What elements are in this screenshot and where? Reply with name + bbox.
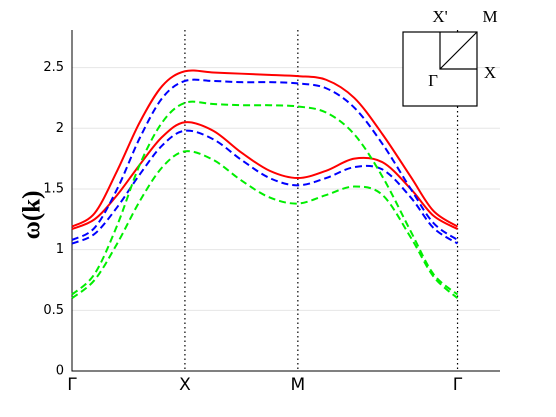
y-tick-label: 1 — [56, 242, 64, 257]
x-tick-label: Γ — [67, 375, 77, 395]
inset-wedge — [439, 31, 478, 70]
axes — [71, 30, 500, 372]
inset-label: M — [482, 7, 497, 26]
y-tick-label: 0 — [56, 364, 64, 379]
band-line — [71, 150, 459, 299]
y-tick-label: 2 — [56, 121, 64, 136]
x-tick-label: Γ — [453, 375, 463, 395]
inset-label: X — [484, 63, 496, 82]
band-line — [71, 100, 459, 296]
inset-label: X' — [432, 7, 447, 26]
inset-label: Γ — [428, 71, 438, 90]
x-tick-label: X — [179, 375, 191, 395]
y-tick-label: 2.5 — [43, 60, 64, 75]
band-line — [71, 129, 459, 245]
y-tick-label: 0.5 — [43, 303, 64, 318]
band-line — [71, 69, 459, 228]
x-tick-label: M — [291, 375, 306, 395]
y-axis-label: ω(k) — [19, 191, 46, 240]
y-tick-label: 1.5 — [43, 181, 64, 196]
band-line — [71, 121, 459, 230]
inset: X' M Γ X — [402, 7, 498, 107]
